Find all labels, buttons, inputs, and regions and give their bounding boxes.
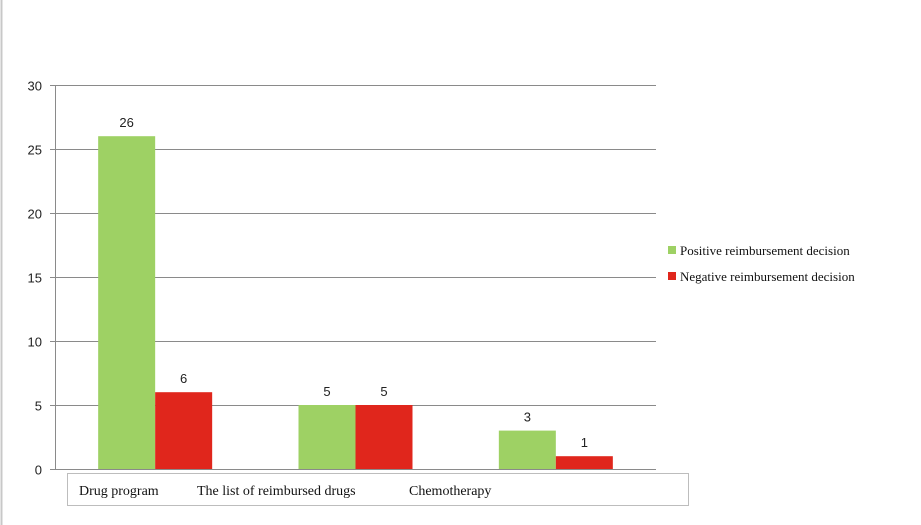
data-label: 5	[323, 384, 330, 399]
bar-negative	[555, 456, 613, 469]
y-tick-label: 25	[28, 143, 42, 158]
y-tick-label: 0	[35, 463, 42, 478]
bars	[98, 136, 613, 469]
data-label: 6	[180, 371, 187, 386]
data-label: 5	[380, 384, 387, 399]
y-tick-label: 5	[35, 399, 42, 414]
bar-positive	[98, 136, 156, 469]
data-labels: 26 5 3 6 5 1	[119, 115, 588, 450]
bar-positive	[498, 430, 556, 469]
legend-label: Negative reimbursement decision	[680, 269, 855, 284]
bar-negative	[355, 405, 413, 469]
category-label: Drug program	[79, 484, 159, 499]
legend-swatch	[668, 246, 676, 254]
legend-label: Positive reimbursement decision	[680, 243, 850, 258]
category-label: The list of reimbursed drugs	[197, 484, 356, 499]
y-tick-label: 30	[28, 79, 42, 94]
y-tick-label: 20	[28, 207, 42, 222]
legend-swatch	[668, 272, 676, 280]
category-label: Chemotherapy	[409, 484, 491, 499]
data-label: 3	[524, 410, 531, 425]
category-axis-box	[67, 473, 689, 506]
legend: Positive reimbursement decision Negative …	[668, 243, 855, 284]
category-axis: Drug program The list of reimbursed drugs…	[67, 473, 689, 506]
data-label: 26	[119, 115, 133, 130]
y-axis: 0 5 10 15 20 25 30	[28, 79, 56, 478]
bar-positive	[298, 405, 356, 469]
y-tick-label: 15	[28, 271, 42, 286]
bar-negative	[155, 392, 213, 469]
y-tick-label: 10	[28, 335, 42, 350]
data-label: 1	[581, 435, 588, 450]
